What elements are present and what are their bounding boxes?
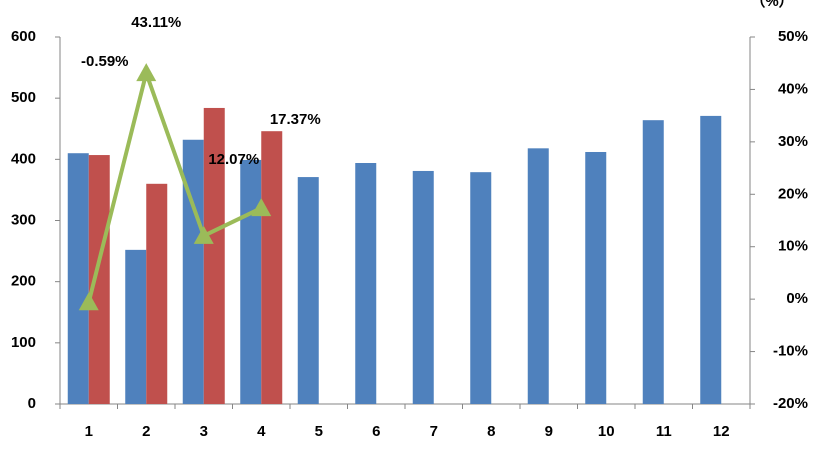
- bar: [203, 107, 225, 404]
- x-tick-label: 2: [142, 423, 150, 440]
- y-tick-label: 100: [11, 334, 36, 351]
- x-tick-label: 7: [430, 423, 438, 440]
- data-label: 43.11%: [131, 14, 181, 31]
- marker: [193, 225, 214, 244]
- marker: [251, 198, 272, 217]
- bar: [261, 131, 283, 405]
- bar: [240, 159, 262, 404]
- x-tick-label: 12: [713, 423, 730, 440]
- y2-tick-label: 0%: [786, 290, 808, 307]
- y2-axis-label: （%）: [750, 0, 793, 10]
- y2-tick-label: -10%: [773, 343, 808, 360]
- x-tick-label: 9: [545, 423, 553, 440]
- data-label: -0.59%: [81, 53, 129, 70]
- y-tick-label: 0: [28, 395, 36, 412]
- bar: [125, 249, 147, 404]
- x-tick-label: 1: [85, 423, 93, 440]
- x-tick-label: 6: [372, 423, 380, 440]
- y2-tick-label: 50%: [778, 28, 808, 45]
- y-tick-label: 400: [11, 150, 36, 167]
- x-tick-label: 4: [257, 423, 266, 440]
- bar: [642, 120, 664, 404]
- x-tick-label: 8: [487, 423, 495, 440]
- y2-tick-label: 30%: [778, 133, 808, 150]
- y-tick-label: 300: [11, 211, 36, 228]
- x-tick-label: 5: [315, 423, 323, 440]
- x-tick-label: 10: [598, 423, 615, 440]
- bar: [146, 183, 168, 404]
- bar: [412, 170, 434, 404]
- data-label: 12.07%: [208, 151, 259, 168]
- bar: [470, 172, 492, 404]
- bar: [585, 151, 607, 404]
- bar: [182, 139, 204, 404]
- marker: [136, 63, 157, 82]
- bar: [700, 115, 722, 404]
- bar: [67, 153, 89, 404]
- x-tick-label: 11: [656, 423, 672, 440]
- bar: [297, 177, 319, 404]
- y-tick-label: 600: [11, 28, 36, 45]
- bar: [527, 148, 549, 404]
- y-tick-label: 500: [11, 89, 36, 106]
- y2-tick-label: -20%: [773, 395, 808, 412]
- y2-tick-label: 20%: [778, 185, 808, 202]
- y-tick-label: 200: [11, 273, 36, 290]
- marker: [78, 292, 99, 311]
- y2-tick-label: 40%: [778, 80, 808, 97]
- line: [86, 71, 263, 303]
- bar: [88, 155, 110, 404]
- bar: [355, 163, 377, 404]
- data-label: 17.37%: [270, 111, 321, 128]
- x-tick-label: 3: [200, 423, 208, 440]
- y2-tick-label: 10%: [778, 238, 808, 255]
